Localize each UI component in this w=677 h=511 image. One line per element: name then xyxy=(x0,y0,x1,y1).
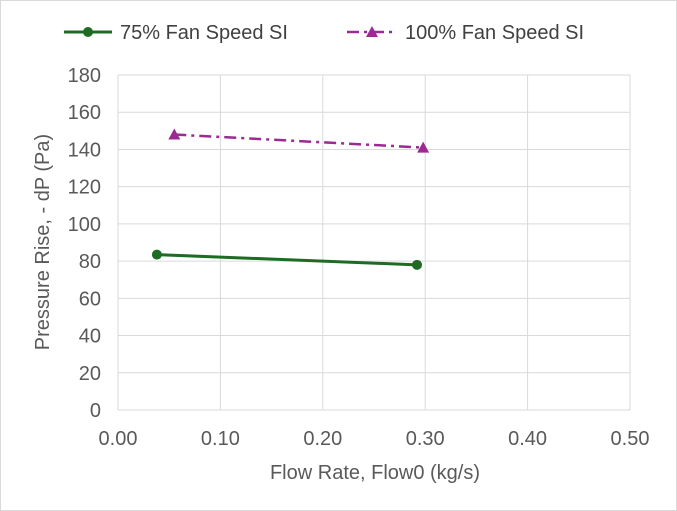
legend: 75% Fan Speed SI 100% Fan Speed SI xyxy=(64,22,584,44)
x-tick-label: 0.20 xyxy=(303,428,342,450)
series-line-1 xyxy=(174,133,424,149)
y-axis-title: Pressure Rise, - dP (Pa) xyxy=(32,134,54,350)
y-tick-label: 160 xyxy=(68,102,101,124)
legend-label-75: 75% Fan Speed SI xyxy=(120,22,288,44)
x-tick-label: 0.40 xyxy=(508,428,547,450)
y-tick-label: 100 xyxy=(68,214,101,236)
series-layer xyxy=(151,128,430,270)
x-tick-label: 0.10 xyxy=(201,428,240,450)
y-tick-label: 20 xyxy=(79,363,101,385)
legend-marker-100 xyxy=(366,26,378,37)
data-point xyxy=(151,249,162,260)
y-tick-label: 120 xyxy=(68,177,101,199)
y-tick-label: 180 xyxy=(68,65,101,87)
y-tick-label: 60 xyxy=(79,288,101,310)
data-point xyxy=(412,259,423,270)
y-tick-label: 80 xyxy=(79,251,101,273)
legend-label-100: 100% Fan Speed SI xyxy=(405,22,584,44)
x-tick-label: 0.50 xyxy=(611,428,650,450)
x-tick-label: 0.30 xyxy=(406,428,445,450)
y-tick-label: 40 xyxy=(79,326,101,348)
y-tick-label: 140 xyxy=(68,139,101,161)
legend-marker-75 xyxy=(83,27,93,37)
tick-labels: 0 20 40 60 80 100 120 140 160 180 0.00 0.10 0.20 0.30… xyxy=(68,65,650,450)
data-point xyxy=(168,128,181,140)
series-line-0 xyxy=(156,253,418,267)
x-axis-title: Flow Rate, Flow0 (kg/s) xyxy=(270,462,480,484)
data-point xyxy=(417,141,430,153)
x-tick-label: 0.00 xyxy=(99,428,138,450)
gridlines xyxy=(117,74,631,411)
y-tick-label: 0 xyxy=(90,400,101,422)
